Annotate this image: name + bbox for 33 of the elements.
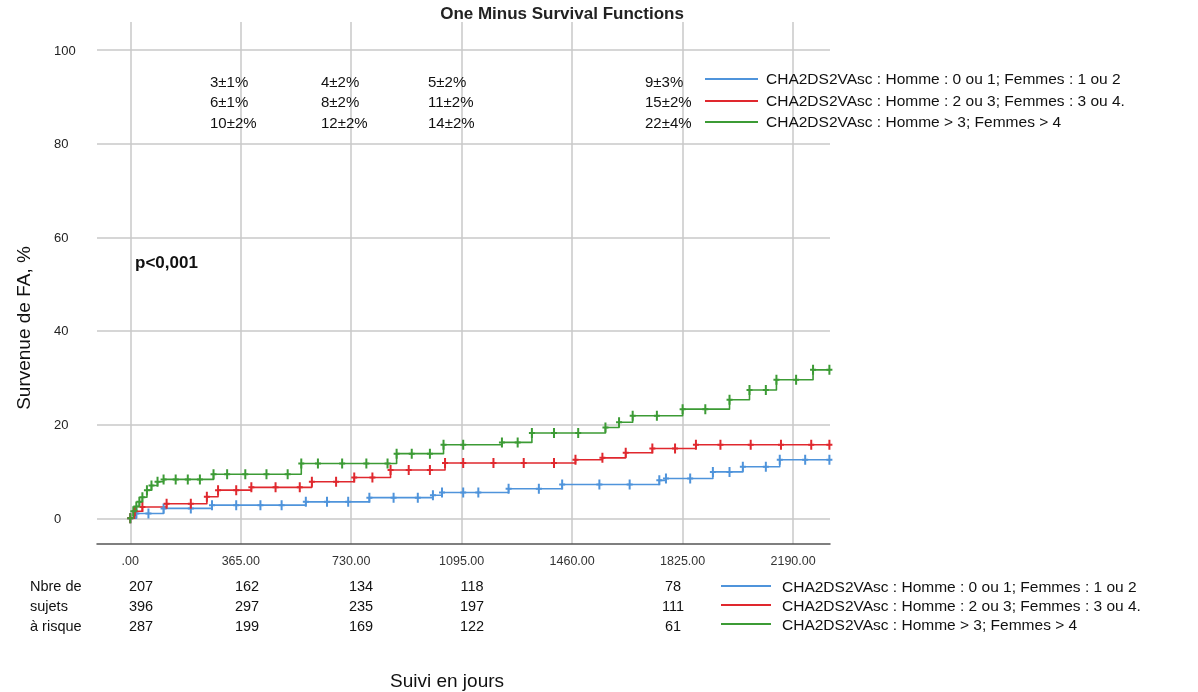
text: 162 297 199 xyxy=(234,578,260,634)
annotation: 4±2% 8±2% 12±2% xyxy=(321,72,368,131)
y-tick-label: 0 xyxy=(54,510,62,526)
text: CHA2DS2VAsc : Homme : 0 ou 1; Femmes : 1 ou 2 xyxy=(766,70,1121,87)
text: CHA2DS2VAsc : Homme : 2 ou 3; Femmes : 3 ou 4. xyxy=(766,91,1125,109)
x-tick-label: 1460.00 xyxy=(549,553,595,568)
x-tick-label: 730.00 xyxy=(332,553,371,568)
text: CHA2DS2VAsc : Homme > 3; Femmes > 4 xyxy=(766,113,1062,130)
annotation: 3±1% 6±1% 10±2% xyxy=(210,72,257,131)
y-tick-label: 60 xyxy=(54,229,69,245)
y-tick-label: 100 xyxy=(54,42,76,58)
x-tick-label: 365.00 xyxy=(221,553,260,568)
legend-label: CHA2DS2VAsc : Homme > 3; Femmes > 4 xyxy=(782,615,1078,633)
text: Suivi en jours xyxy=(389,669,505,691)
y-tick-label: 80 xyxy=(54,136,69,152)
x-tick-label: 1825.00 xyxy=(660,553,706,568)
chart-title: One Minus Survival Functions xyxy=(440,4,684,23)
x-tick-label: .00 xyxy=(121,553,140,568)
y-tick-label: 20 xyxy=(54,417,69,433)
annotation: p<0,001 xyxy=(135,252,198,272)
x-tick-label: 1095.00 xyxy=(439,553,485,568)
legend-label: CHA2DS2VAsc : Homme : 2 ou 3; Femmes : 3 ou 4. xyxy=(782,596,1141,614)
annotation: 5±2% 11±2% 14±2% xyxy=(428,72,475,131)
legend-label: CHA2DS2VAsc : Homme : 0 ou 1; Femmes : 1 ou 2 xyxy=(782,577,1137,595)
y-axis-title: Survenue de FA, % xyxy=(13,246,34,410)
x-tick-label: 2190.00 xyxy=(770,553,816,568)
annotation: 9±3% 15±2% 22±4% xyxy=(645,72,692,131)
text: 134 235 169 xyxy=(348,578,374,634)
text: 118 197 122 xyxy=(459,578,485,634)
text: 78 111 61 xyxy=(661,578,685,634)
text: Nbre de sujets à risque xyxy=(30,578,82,634)
text: 207 396 287 xyxy=(128,578,154,634)
y-tick-label: 40 xyxy=(54,323,69,339)
